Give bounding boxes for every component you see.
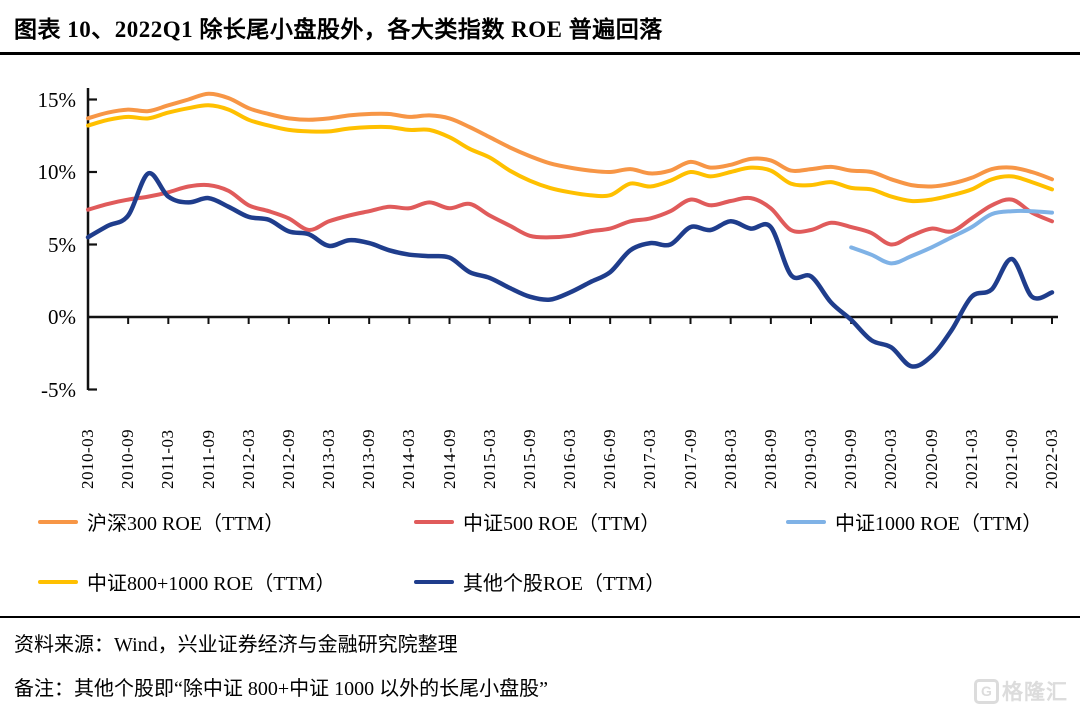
x-tick-label: 2022-03 xyxy=(1042,428,1061,489)
x-tick-label: 2014-03 xyxy=(399,428,419,489)
x-tick-label: 2018-03 xyxy=(720,428,740,489)
x-tick-label: 2011-03 xyxy=(158,429,178,489)
x-tick-label: 2013-03 xyxy=(319,428,338,489)
legend-label: 沪深300 ROE（TTM） xyxy=(87,513,285,535)
source-note: 资料来源：Wind，兴业证券经济与金融研究院整理 xyxy=(14,634,458,656)
legend-item-csi1000: 中证1000 ROE（TTM） xyxy=(786,507,1042,536)
legend-item-csi500: 中证500 ROE（TTM） xyxy=(414,507,660,536)
x-tick-label: 2017-09 xyxy=(680,428,700,489)
x-tick-label: 2010-03 xyxy=(78,428,97,489)
x-tick-label: 2020-09 xyxy=(921,428,941,489)
y-tick-label: 5% xyxy=(48,232,76,257)
series-line-0 xyxy=(86,91,1054,189)
series-line-4 xyxy=(85,171,1055,369)
series-line-2 xyxy=(849,208,1054,266)
legend-label: 中证1000 ROE（TTM） xyxy=(835,513,1043,535)
gelonghui-watermark: G 格隆汇 xyxy=(974,676,1068,704)
remark-note: 备注：其他个股即“除中证 800+中证 1000 以外的长尾小盘股” xyxy=(14,678,549,700)
x-tick-label: 2018-09 xyxy=(760,428,780,489)
legend-item-hs300: 沪深300 ROE（TTM） xyxy=(38,507,284,536)
x-tick-label: 2019-03 xyxy=(801,428,820,489)
series-line-1 xyxy=(86,182,1054,247)
y-tick-label: 10% xyxy=(37,160,77,184)
hs300-line-swatch xyxy=(38,519,78,524)
x-tick-label: 2016-09 xyxy=(600,428,620,489)
x-tick-label: 2015-09 xyxy=(519,428,539,489)
x-tick-label: 2013-09 xyxy=(359,428,379,489)
x-tick-label: 2014-09 xyxy=(439,428,459,489)
x-tick-label: 2016-03 xyxy=(560,428,579,489)
title-divider xyxy=(0,52,1080,55)
csi800-1000-line-swatch xyxy=(38,579,78,584)
legend-label: 其他个股ROE（TTM） xyxy=(463,573,666,595)
legend-item-other-stocks: 其他个股ROE（TTM） xyxy=(414,567,665,596)
footer-divider xyxy=(0,616,1080,618)
x-tick-label: 2011-09 xyxy=(198,429,218,489)
csi1000-line-swatch xyxy=(786,519,826,524)
x-tick-label: 2021-03 xyxy=(961,428,981,489)
y-tick-label: -5% xyxy=(41,377,76,402)
x-tick-label: 2010-09 xyxy=(118,428,138,489)
legend-label: 中证800+1000 ROE（TTM） xyxy=(87,573,336,595)
other-stocks-line-swatch xyxy=(414,579,454,584)
x-tick-label: 2019-09 xyxy=(841,428,861,489)
watermark-text: 格隆汇 xyxy=(1002,680,1068,704)
y-tick-label: 15% xyxy=(37,87,77,112)
legend-item-csi800-1000: 中证800+1000 ROE（TTM） xyxy=(38,567,336,596)
page-title: 图表 10、2022Q1 除长尾小盘股外，各大类指数 ROE 普遍回落 xyxy=(14,17,663,42)
x-tick-label: 2012-09 xyxy=(278,428,298,489)
gelonghui-logo-icon: G xyxy=(974,678,999,704)
legend-label: 中证500 ROE（TTM） xyxy=(463,513,661,535)
x-tick-label: 2020-03 xyxy=(881,428,901,489)
x-tick-label: 2012-03 xyxy=(238,428,258,489)
series-line-3 xyxy=(86,103,1054,204)
csi500-line-swatch xyxy=(414,519,454,524)
x-tick-label: 2015-03 xyxy=(479,428,499,489)
x-tick-label: 2017-03 xyxy=(640,428,660,489)
y-tick-label: 0% xyxy=(48,305,76,329)
x-tick-label: 2021-09 xyxy=(1001,428,1021,489)
